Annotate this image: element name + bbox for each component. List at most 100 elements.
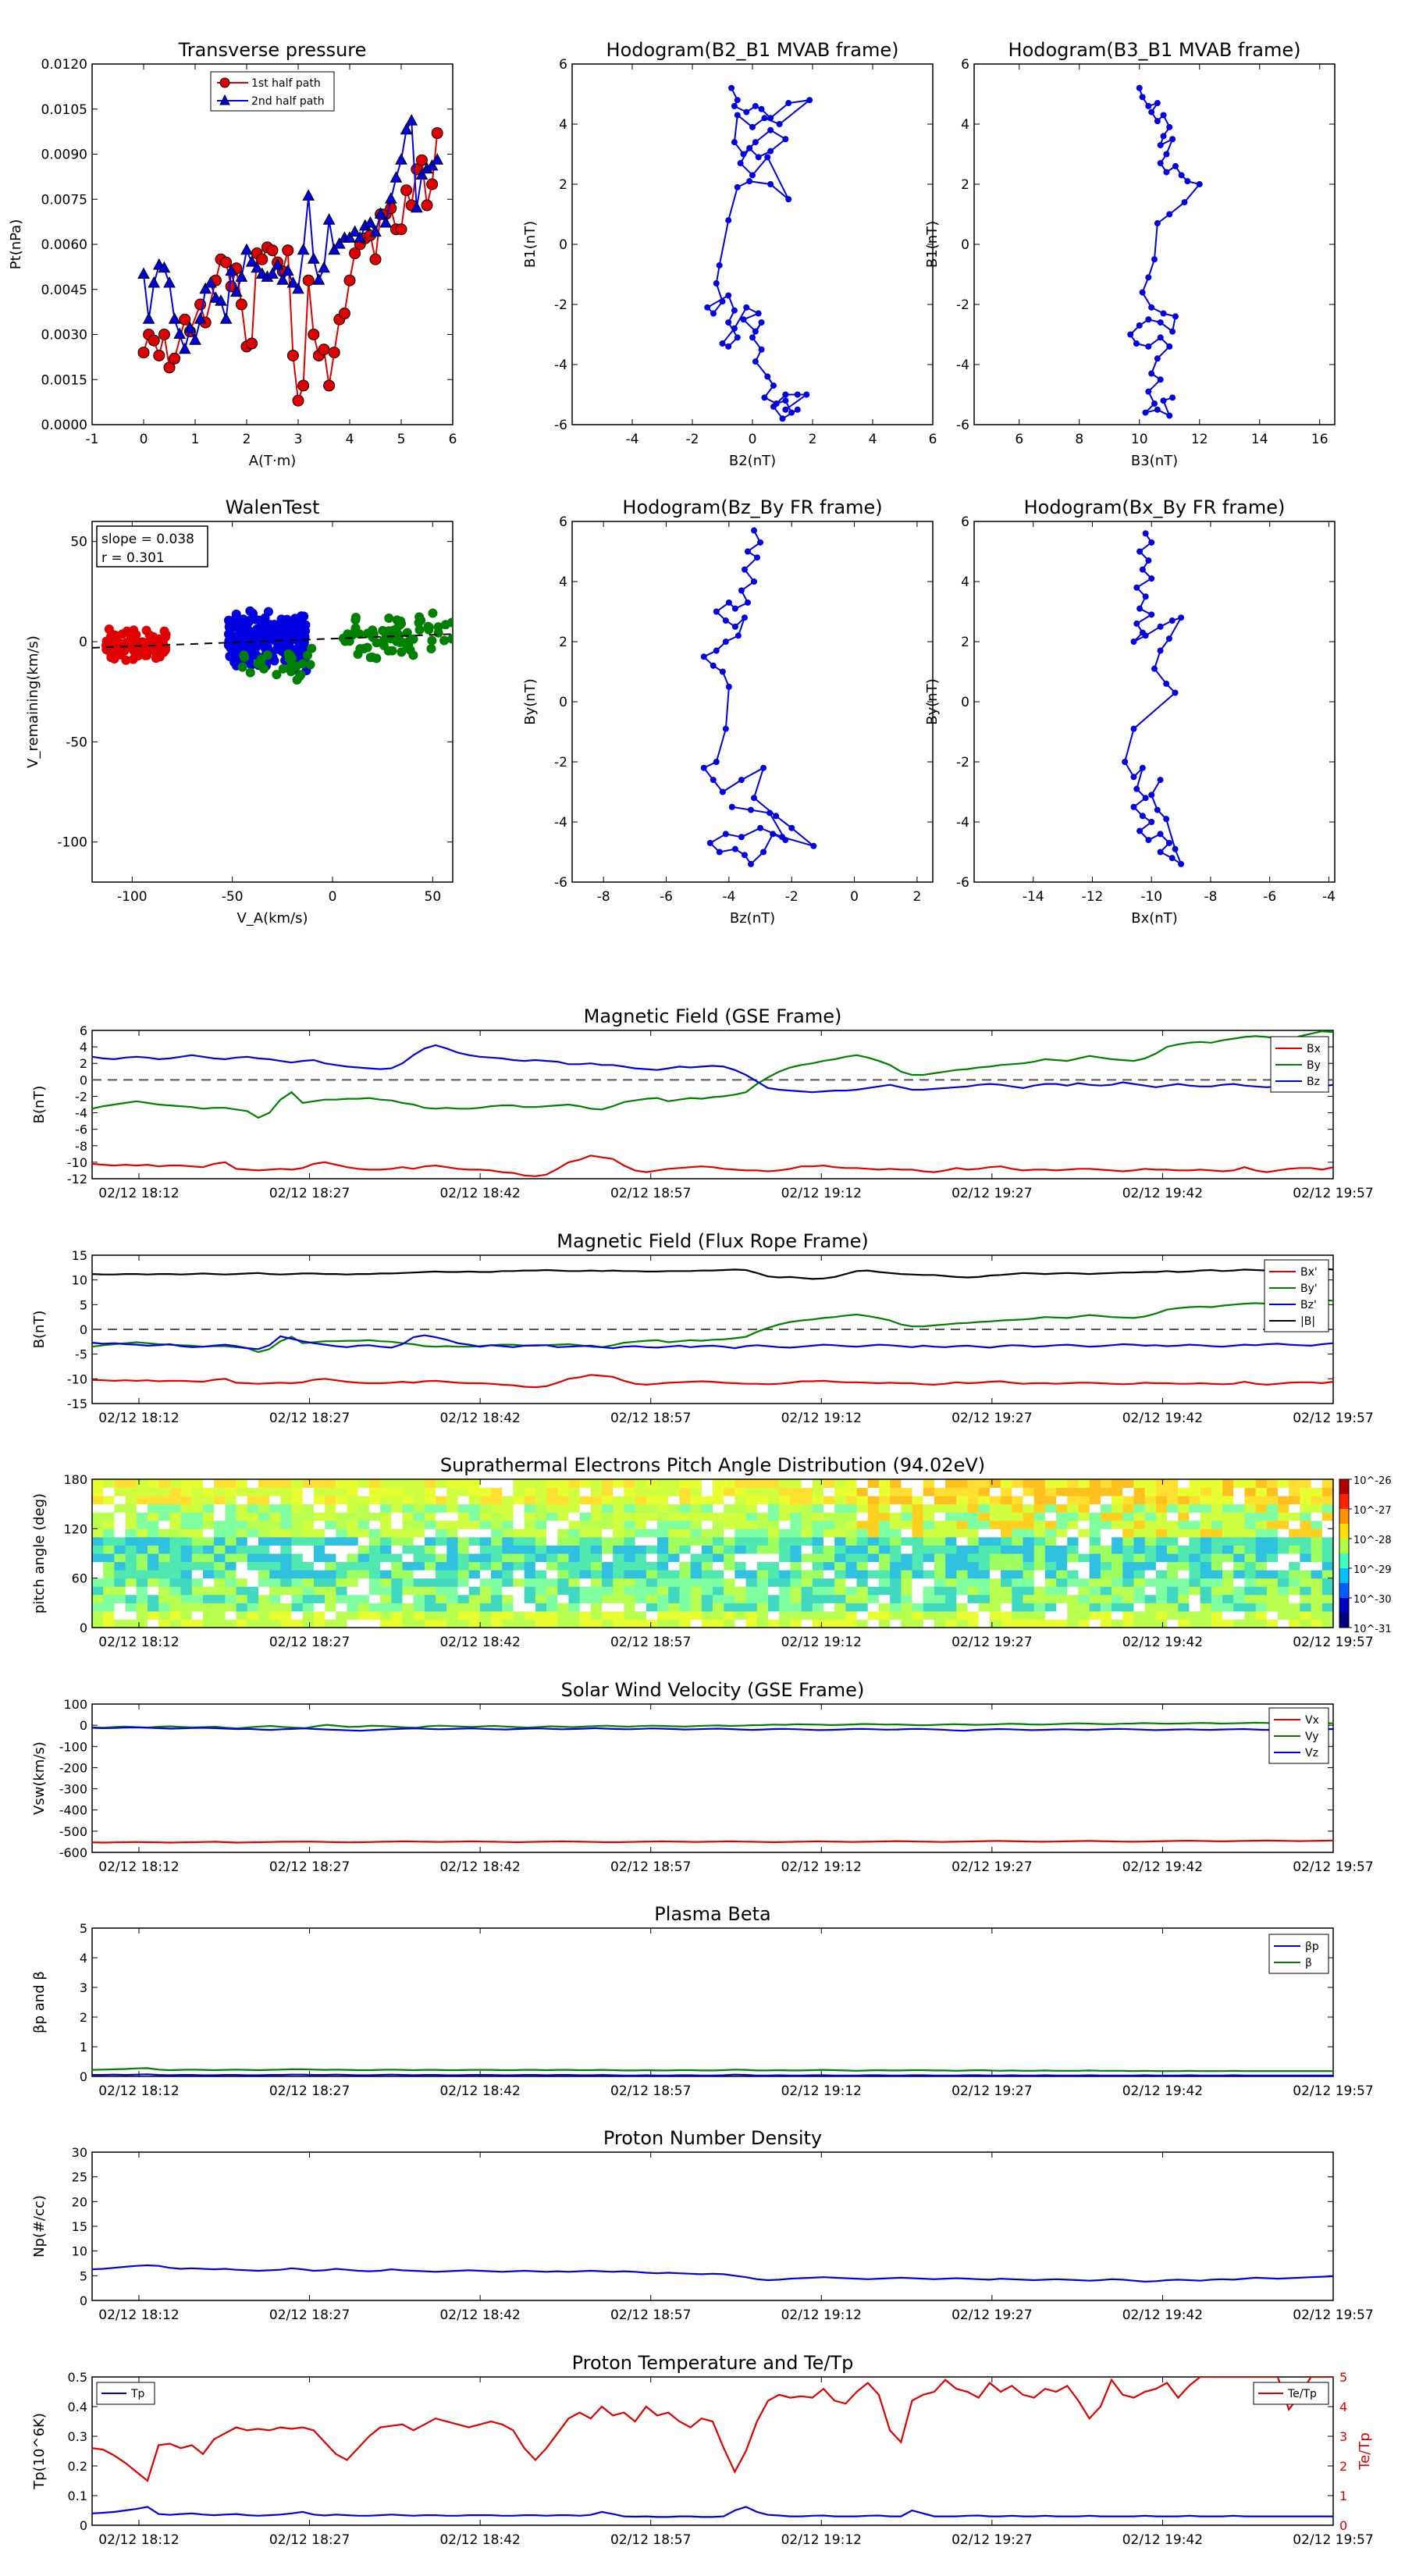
heatmap-cell bbox=[191, 1512, 204, 1521]
heatmap-cell bbox=[690, 1610, 702, 1620]
heatmap-cell bbox=[945, 1553, 957, 1563]
heatmap-cell bbox=[1233, 1553, 1245, 1563]
heatmap-cell bbox=[391, 1536, 403, 1546]
heatmap-cell bbox=[1001, 1610, 1012, 1620]
heatmap-cell bbox=[867, 1536, 880, 1546]
heatmap-cell bbox=[890, 1528, 902, 1538]
data-point bbox=[168, 312, 181, 324]
heatmap-cell bbox=[1067, 1479, 1079, 1489]
heatmap-cell bbox=[1001, 1603, 1012, 1612]
heatmap-cell bbox=[735, 1619, 747, 1628]
heatmap-cell bbox=[602, 1578, 614, 1587]
heatmap-cell bbox=[180, 1594, 193, 1603]
data-point bbox=[1157, 376, 1164, 383]
heatmap-cell bbox=[624, 1528, 636, 1538]
heatmap-cell bbox=[502, 1487, 514, 1496]
heatmap-cell bbox=[590, 1479, 603, 1489]
heatmap-cell bbox=[867, 1610, 880, 1620]
y-tick-label: -2 bbox=[554, 297, 567, 313]
plot-frame bbox=[91, 1478, 1334, 1628]
heatmap-cell bbox=[202, 1578, 215, 1587]
heatmap-cell bbox=[1200, 1545, 1212, 1554]
heatmap-cell bbox=[1311, 1479, 1323, 1489]
heatmap-cell bbox=[313, 1512, 325, 1521]
heatmap-cell bbox=[1100, 1520, 1112, 1529]
heatmap-cell bbox=[801, 1545, 813, 1554]
heatmap-cell bbox=[834, 1487, 846, 1496]
data-point bbox=[1148, 575, 1155, 582]
heatmap-cell bbox=[756, 1503, 769, 1513]
heatmap-cell bbox=[1023, 1487, 1035, 1496]
heatmap-cell bbox=[147, 1479, 159, 1489]
series-line-Bx bbox=[92, 1155, 1333, 1177]
heatmap-cell bbox=[1100, 1594, 1112, 1603]
heatmap-cell bbox=[801, 1520, 813, 1529]
heatmap-cell bbox=[391, 1570, 403, 1579]
heatmap-cell bbox=[325, 1561, 336, 1571]
heatmap-cell bbox=[1001, 1503, 1012, 1513]
heatmap-cell bbox=[956, 1528, 969, 1538]
data-point bbox=[743, 109, 750, 116]
heatmap-cell bbox=[1222, 1594, 1234, 1603]
data-point bbox=[755, 154, 762, 161]
heatmap-cell bbox=[1321, 1553, 1334, 1563]
heatmap-cell bbox=[1012, 1578, 1023, 1587]
heatmap-cell bbox=[1321, 1594, 1334, 1603]
heatmap-cell bbox=[169, 1561, 182, 1571]
heatmap-cell bbox=[856, 1479, 869, 1489]
heatmap-cell bbox=[1289, 1586, 1300, 1596]
legend-label: Te/Tp bbox=[1287, 2388, 1317, 2400]
heatmap-cell bbox=[845, 1603, 858, 1612]
heatmap-cell bbox=[236, 1528, 248, 1538]
heatmap-cell bbox=[302, 1561, 315, 1571]
data-point bbox=[1136, 827, 1144, 834]
heatmap-cell bbox=[1078, 1578, 1090, 1587]
heatmap-cell bbox=[1112, 1578, 1123, 1587]
heatmap-cell bbox=[1222, 1496, 1234, 1505]
x-tick-label: -2 bbox=[686, 432, 699, 447]
heatmap-cell bbox=[1023, 1586, 1035, 1596]
y-tick-label: 5 bbox=[80, 1297, 87, 1312]
heatmap-cell bbox=[646, 1603, 658, 1612]
x-tick-label: 02/12 19:12 bbox=[781, 2532, 862, 2548]
heatmap-cell bbox=[756, 1578, 769, 1587]
heatmap-cell bbox=[457, 1578, 470, 1587]
heatmap-cell bbox=[934, 1487, 946, 1496]
heatmap-cell bbox=[989, 1479, 1001, 1489]
heatmap-cell bbox=[169, 1594, 182, 1603]
heatmap-cell bbox=[1067, 1553, 1079, 1563]
heatmap-cell bbox=[502, 1536, 514, 1546]
heatmap-cell bbox=[357, 1553, 370, 1563]
data-point bbox=[262, 650, 272, 660]
heatmap-cell bbox=[1167, 1487, 1179, 1496]
heatmap-cell bbox=[258, 1487, 270, 1496]
heatmap-cell bbox=[147, 1586, 159, 1596]
heatmap-cell bbox=[468, 1619, 481, 1628]
heatmap-cell bbox=[92, 1512, 104, 1521]
heatmap-cell bbox=[1211, 1496, 1223, 1505]
heatmap-cell bbox=[313, 1520, 325, 1529]
heatmap-cell bbox=[1244, 1578, 1257, 1587]
heatmap-cell bbox=[579, 1520, 592, 1529]
heatmap-cell bbox=[368, 1594, 381, 1603]
data-point bbox=[245, 255, 258, 267]
heatmap-cell bbox=[158, 1619, 170, 1628]
y-tick-label: -4 bbox=[956, 815, 969, 831]
heatmap-cell bbox=[247, 1528, 259, 1538]
heatmap-cell bbox=[313, 1578, 325, 1587]
heatmap-cell bbox=[989, 1586, 1001, 1596]
heatmap-cell bbox=[613, 1512, 624, 1521]
heatmap-cell bbox=[557, 1503, 569, 1513]
heatmap-cell bbox=[1056, 1578, 1068, 1587]
heatmap-cell bbox=[767, 1619, 780, 1628]
heatmap-cell bbox=[790, 1594, 802, 1603]
heatmap-cell bbox=[890, 1610, 902, 1620]
heatmap-cell bbox=[1023, 1496, 1035, 1505]
heatmap-cell bbox=[1067, 1610, 1079, 1620]
series-line bbox=[1129, 87, 1201, 418]
heatmap-cell bbox=[446, 1619, 458, 1628]
heatmap-cell bbox=[457, 1570, 470, 1579]
heatmap-cell bbox=[291, 1594, 304, 1603]
data-point bbox=[1154, 806, 1161, 813]
